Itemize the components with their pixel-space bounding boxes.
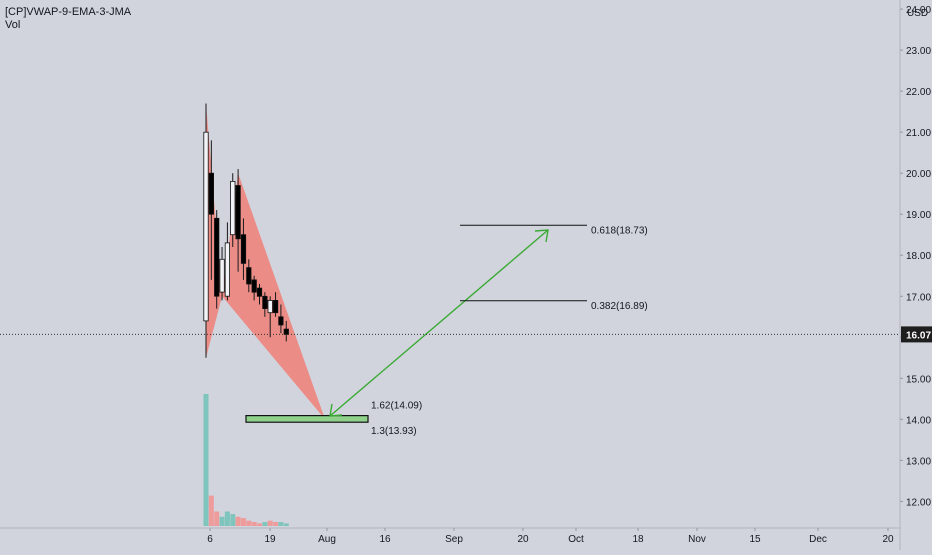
volume-bar <box>230 514 236 526</box>
candle-body <box>256 287 263 297</box>
candle-body <box>246 267 252 285</box>
zone-label-lower: 1.3(13.93) <box>371 426 417 437</box>
projection-arrowhead <box>534 229 549 243</box>
candle-body <box>283 328 289 335</box>
time-tick-label: 20 <box>882 534 894 545</box>
candle-body <box>224 242 230 297</box>
time-tick-label: Sep <box>445 534 463 545</box>
candle-body <box>240 234 247 264</box>
price-axis[interactable]: USD12.0013.0014.0015.0016.0017.0018.0019… <box>899 0 932 550</box>
time-tick-label: 19 <box>264 534 276 545</box>
volume-bar <box>273 522 279 526</box>
price-tick-label: 21.00 <box>906 128 931 139</box>
last-price-badge <box>901 326 932 343</box>
price-tick-label: 19.00 <box>906 210 931 221</box>
price-tick-label: 18.00 <box>906 251 931 262</box>
volume-bar <box>262 522 268 526</box>
candle-body <box>235 185 241 240</box>
projection-arrow-line[interactable] <box>329 229 549 417</box>
candle-body <box>203 131 209 322</box>
volume-bar <box>224 511 230 526</box>
volume-bar <box>203 394 209 526</box>
time-tick-label: 20 <box>517 534 529 545</box>
price-axis-currency: USD <box>907 8 928 19</box>
candle-body <box>230 180 236 236</box>
volume-bar <box>240 518 246 526</box>
candle-body <box>278 316 284 326</box>
last-price-label: 16.07 <box>906 330 931 341</box>
zone-label-upper: 1.62(14.09) <box>371 401 422 412</box>
candle-body <box>214 217 220 297</box>
volume-bar <box>267 520 273 526</box>
legend-symbol[interactable]: [CP]VWAP-9-EMA-3-JMA <box>5 6 132 18</box>
candle-body <box>219 258 225 293</box>
time-axis[interactable]: 6 19 Aug 16 Sep 20 Oct 18 Nov 15 Dec 20 <box>0 527 900 545</box>
time-tick-label: 18 <box>632 534 644 545</box>
candle-body <box>267 299 273 314</box>
candles-layer <box>203 103 289 358</box>
candle-body <box>208 172 214 215</box>
price-tick-label: 12.00 <box>906 497 931 508</box>
fib-level-label: 0.382(16.89) <box>591 301 648 312</box>
volume-bar <box>235 516 241 526</box>
candle-body <box>251 279 257 293</box>
volume-bar <box>251 522 257 526</box>
volume-bar <box>219 516 225 526</box>
time-tick-label: Dec <box>809 534 827 545</box>
time-tick-label: 15 <box>749 534 761 545</box>
time-tick-label: Oct <box>568 534 584 545</box>
time-tick-label: Aug <box>318 534 336 545</box>
price-tick-label: 23.00 <box>906 46 931 57</box>
price-tick-label: 22.00 <box>906 87 931 98</box>
candle-body <box>262 295 268 309</box>
price-tick-label: 20.00 <box>906 169 931 180</box>
volume-layer <box>203 394 289 526</box>
fib-level-label: 0.618(18.73) <box>591 225 648 236</box>
time-tick-label: Nov <box>688 534 706 545</box>
pattern-triangle-right <box>222 173 325 420</box>
legend-volume[interactable]: Vol <box>5 19 21 31</box>
price-tick-label: 17.00 <box>906 292 931 303</box>
drawings-layer[interactable]: 1.62(14.09) 1.3(13.93) 0.618(18.73) 0.382(1… <box>245 224 648 437</box>
time-tick-label: 6 <box>207 534 213 545</box>
volume-bar <box>214 511 220 526</box>
volume-bar <box>278 522 284 526</box>
volume-bar <box>283 523 289 526</box>
target-zone-box[interactable] <box>245 415 369 423</box>
candle-body <box>272 299 279 314</box>
price-tick-label: 24.00 <box>906 5 931 16</box>
volume-bar <box>208 495 214 526</box>
price-tick-label: 14.00 <box>906 415 931 426</box>
volume-bar <box>257 523 262 526</box>
price-tick-label: 15.00 <box>906 374 931 385</box>
volume-bar <box>246 520 252 526</box>
price-tick-label: 13.00 <box>906 456 931 467</box>
legend: [CP]VWAP-9-EMA-3-JMA Vol <box>5 6 131 32</box>
time-tick-label: 16 <box>379 534 391 545</box>
projection-arrow-tail <box>329 403 343 417</box>
